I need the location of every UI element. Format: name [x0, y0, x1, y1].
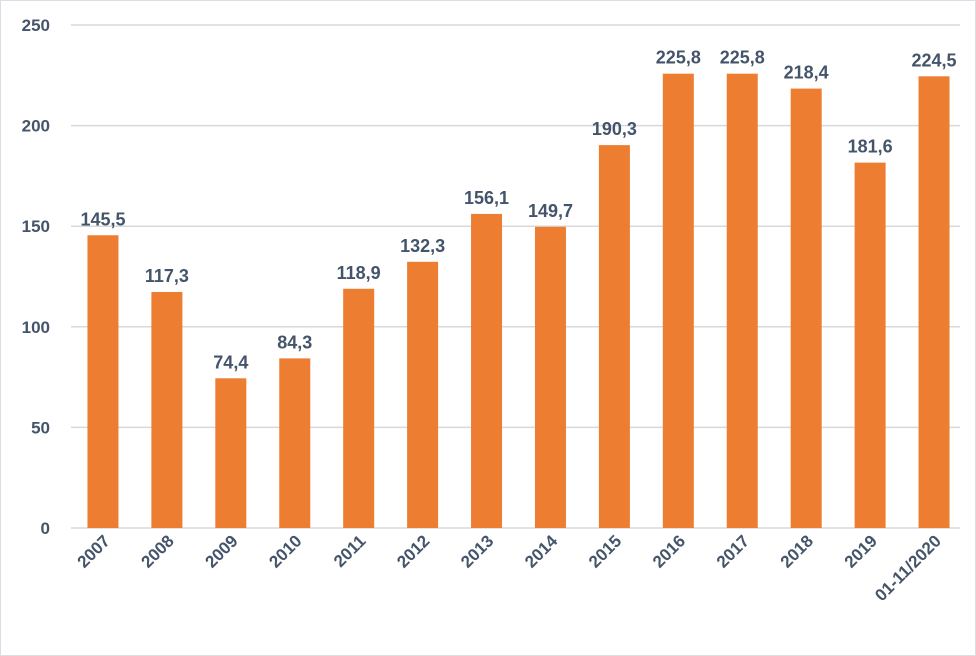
bar: [726, 73, 758, 528]
bar: [87, 235, 119, 528]
x-tick-label: 2007: [74, 531, 114, 571]
x-tick-label: 2016: [649, 531, 689, 571]
bar: [534, 226, 566, 529]
y-tick-label: 150: [22, 217, 50, 236]
data-label: 190,3: [592, 119, 637, 139]
data-label: 117,3: [145, 266, 189, 286]
bar: [215, 378, 247, 528]
x-tick-label: 2018: [777, 531, 817, 571]
bar: [471, 213, 503, 528]
data-label: 118,9: [337, 263, 381, 283]
data-label: 225,8: [656, 48, 701, 68]
data-label: 225,8: [720, 48, 765, 68]
x-tick-label: 2017: [713, 531, 753, 571]
gridlines: [71, 24, 960, 529]
data-label: 74,4: [213, 352, 248, 372]
x-tick-label: 2009: [201, 531, 241, 571]
data-label: 84,3: [277, 332, 312, 352]
data-label: 224,5: [912, 50, 957, 70]
data-label: 145,5: [80, 209, 125, 229]
data-label: 156,1: [464, 188, 509, 208]
bar: [598, 145, 630, 528]
bar: [407, 261, 439, 528]
y-tick-label: 100: [22, 318, 50, 337]
x-tick-label: 2010: [265, 531, 305, 571]
x-tick-label: 2015: [585, 531, 625, 571]
bar: [918, 76, 950, 528]
data-label: 218,4: [784, 63, 829, 83]
bar: [854, 162, 886, 529]
y-tick-label: 0: [41, 519, 50, 538]
x-tick-label: 2013: [457, 531, 497, 571]
y-tick-label: 200: [22, 117, 50, 136]
data-label: 181,6: [848, 137, 893, 157]
y-tick-label: 50: [31, 418, 50, 437]
x-axis-ticks: 2007 2008 2009 2010 2011 2012 2013 2014 2015 2016…: [74, 531, 945, 605]
y-axis-ticks: 0 50 100 150 200 250: [22, 16, 50, 538]
bar: [279, 358, 311, 528]
bar: [151, 291, 183, 528]
x-tick-label: 2011: [330, 531, 370, 571]
bar: [790, 88, 822, 529]
x-tick-label: 01-11/2020: [871, 531, 945, 605]
x-tick-label: 2008: [138, 531, 178, 571]
bar: [343, 288, 375, 528]
x-tick-label: 2014: [521, 531, 562, 572]
bars: [87, 73, 950, 529]
x-tick-label: 2012: [393, 531, 433, 571]
y-tick-label: 250: [22, 16, 50, 35]
data-labels: 145,5 117,3 74,4 84,3 118,9 132,3 156,1 149,7 19…: [80, 48, 956, 373]
x-tick-label: 2019: [841, 531, 881, 571]
data-label: 132,3: [400, 236, 445, 256]
bar: [662, 73, 694, 528]
data-label: 149,7: [528, 201, 573, 221]
